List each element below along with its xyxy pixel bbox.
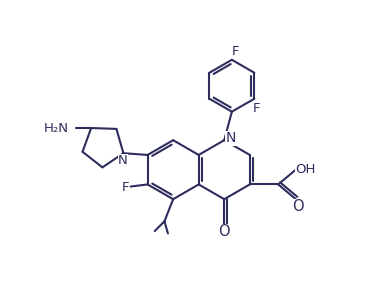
Text: F: F [232, 45, 239, 58]
Text: O: O [293, 199, 304, 214]
Text: F: F [122, 181, 129, 194]
Text: F: F [253, 102, 261, 115]
Text: OH: OH [295, 163, 315, 176]
Text: H₂N: H₂N [44, 122, 69, 134]
Text: O: O [218, 224, 230, 239]
Text: N: N [118, 154, 128, 167]
Text: N: N [225, 131, 236, 145]
